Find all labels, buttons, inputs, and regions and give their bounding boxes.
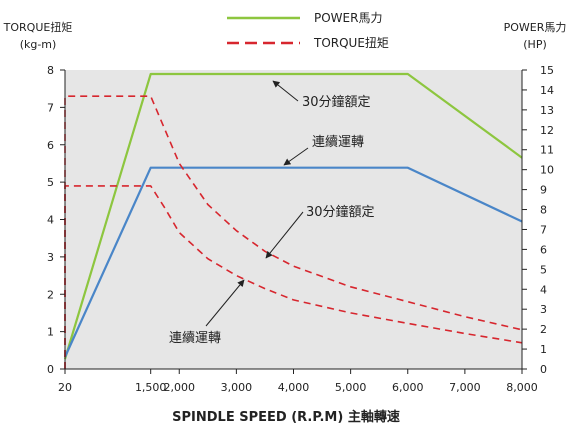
series-line-0 <box>63 72 523 360</box>
left-axis-unit: (kg-m) <box>20 38 57 51</box>
x-tick-label: 20 <box>58 381 72 394</box>
x-tick-label: 2,000 <box>164 381 196 394</box>
left-tick-label: 3 <box>47 251 54 264</box>
left-tick-label: 7 <box>47 101 54 114</box>
right-tick-label: 9 <box>540 184 547 197</box>
x-tick-label: 6,000 <box>392 381 424 394</box>
right-tick-label: 4 <box>540 283 547 296</box>
anno-power-cont: 連續運轉 <box>312 135 364 150</box>
right-axis-unit: (HP) <box>523 38 547 51</box>
right-axis-title: POWER馬力 <box>504 21 567 34</box>
anno-arrow-torque-cont <box>205 279 245 327</box>
series-layer <box>63 72 523 369</box>
x-tick-label: 4,000 <box>278 381 310 394</box>
left-tick-label: 5 <box>47 176 54 189</box>
anno-arrow-power-cont <box>283 147 309 166</box>
anno-arrow-power-30min <box>272 80 299 102</box>
left-tick-label: 1 <box>47 326 54 339</box>
series-line-3 <box>64 185 523 369</box>
legend-power-label: POWER馬力 <box>314 11 382 25</box>
x-tick-label: 8,000 <box>506 381 538 394</box>
right-tick-label: 0 <box>540 363 547 376</box>
left-tick-label: 0 <box>47 363 54 376</box>
legend-torque-label: TORQUE扭矩 <box>313 36 389 50</box>
x-tick-label: 7,000 <box>449 381 481 394</box>
right-tick-label: 14 <box>540 84 554 97</box>
plot-area <box>65 70 522 369</box>
right-tick-label: 8 <box>540 204 547 217</box>
x-tick-label: 3,000 <box>221 381 253 394</box>
left-tick-label: 8 <box>47 64 54 77</box>
right-tick-label: 13 <box>540 104 554 117</box>
left-tick-label: 4 <box>47 214 54 227</box>
x-tick-label: 5,000 <box>335 381 367 394</box>
anno-torque-30min: 30分鐘額定 <box>306 204 375 220</box>
right-tick-label: 15 <box>540 64 554 77</box>
right-tick-label: 12 <box>540 124 554 137</box>
x-axis-title: SPINDLE SPEED (R.P.M) 主軸轉速 <box>172 409 400 425</box>
series-line-2 <box>64 95 523 369</box>
left-tick-label: 2 <box>47 288 54 301</box>
anno-arrow-torque-30min <box>265 211 304 259</box>
right-tick-label: 1 <box>540 343 547 356</box>
right-tick-label: 5 <box>540 263 547 276</box>
right-tick-label: 2 <box>540 323 547 336</box>
right-tick-label: 11 <box>540 144 554 157</box>
right-tick-label: 6 <box>540 243 547 256</box>
anno-torque-cont: 連續運轉 <box>169 331 221 346</box>
x-tick-label: 1,500 <box>135 381 167 394</box>
series-line-1 <box>63 166 523 358</box>
left-axis-title: TORQUE扭矩 <box>3 20 73 34</box>
right-tick-label: 7 <box>540 223 547 236</box>
right-tick-label: 3 <box>540 303 547 316</box>
left-tick-label: 6 <box>47 139 54 152</box>
right-tick-label: 10 <box>540 164 554 177</box>
anno-power-30min: 30分鐘額定 <box>302 94 371 110</box>
